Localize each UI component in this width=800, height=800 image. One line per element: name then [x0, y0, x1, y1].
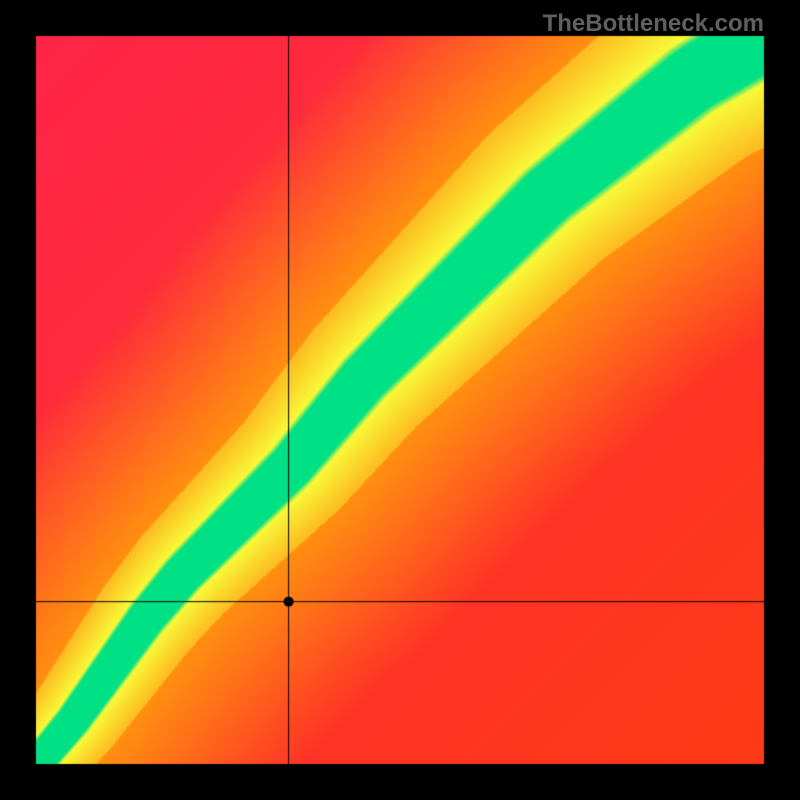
heatmap-canvas: [0, 0, 800, 800]
watermark-text: TheBottleneck.com: [543, 10, 764, 38]
chart-container: TheBottleneck.com: [0, 0, 800, 800]
